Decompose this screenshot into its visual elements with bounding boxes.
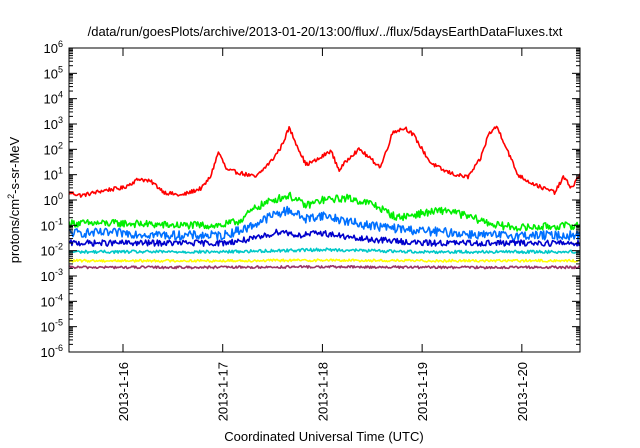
axes-layer: 10-610-510-410-310-210-11001011021031041… <box>41 39 580 421</box>
series-line <box>69 228 580 247</box>
y-tick-label-base: 10 <box>41 244 55 259</box>
series-line <box>69 205 580 241</box>
x-tick-label: 2013-1-20 <box>515 362 530 421</box>
y-tick-label-exp: 3 <box>58 115 63 125</box>
y-tick-label-exp: 1 <box>58 166 63 176</box>
y-tick-label: 104 <box>44 90 63 107</box>
x-tick-label: 2013-1-19 <box>415 362 430 421</box>
y-tick-label-exp: -5 <box>55 318 63 328</box>
y-axis-label-superscript: 2 <box>6 194 16 199</box>
y-tick-label-base: 10 <box>41 294 55 309</box>
y-tick-label: 105 <box>44 64 63 81</box>
y-tick-label-exp: -4 <box>55 292 63 302</box>
y-tick-label-base: 10 <box>44 168 58 183</box>
y-tick-label-exp: -2 <box>55 242 63 252</box>
series-line <box>69 264 580 270</box>
x-tick-label: 2013-1-17 <box>216 362 231 421</box>
y-tick-label: 100 <box>44 191 63 208</box>
y-tick-label: 10-4 <box>41 292 63 309</box>
chart-title: /data/run/goesPlots/archive/2013-01-20/1… <box>88 24 563 39</box>
series-line <box>69 258 580 263</box>
series-line <box>69 191 580 232</box>
y-tick-label-exp: 5 <box>58 64 63 74</box>
y-tick-label-base: 10 <box>44 193 58 208</box>
y-tick-label: 10-2 <box>41 242 63 259</box>
y-tick-label-base: 10 <box>44 92 58 107</box>
y-tick-label-exp: 2 <box>58 140 63 150</box>
y-tick-label: 106 <box>44 39 63 56</box>
y-tick-label-base: 10 <box>44 66 58 81</box>
y-tick-label-base: 10 <box>44 41 58 56</box>
y-tick-label-exp: 0 <box>58 191 63 201</box>
y-axis-label-text: -s-sr-MeV <box>7 136 22 193</box>
y-tick-label-exp: -3 <box>55 267 63 277</box>
y-axis-label: protons/cm2-s-sr-MeV <box>6 136 22 263</box>
y-tick-label-base: 10 <box>41 269 55 284</box>
x-tick-label: 2013-1-18 <box>315 362 330 421</box>
y-tick-label: 10-6 <box>41 343 63 360</box>
y-tick-label: 101 <box>44 166 63 183</box>
y-tick-label-exp: 4 <box>58 90 63 100</box>
y-tick-label-exp: 6 <box>58 39 63 49</box>
y-tick-label: 102 <box>44 140 63 157</box>
y-tick-label-base: 10 <box>44 142 58 157</box>
y-tick-label: 10-1 <box>41 216 63 233</box>
series-line <box>69 247 580 255</box>
y-tick-label: 103 <box>44 115 63 132</box>
x-tick-label: 2013-1-16 <box>116 362 131 421</box>
y-tick-label-base: 10 <box>41 320 55 335</box>
y-tick-label-base: 10 <box>44 117 58 132</box>
x-axis-label: Coordinated Universal Time (UTC) <box>224 429 423 444</box>
y-tick-label-exp: -1 <box>55 216 63 226</box>
y-tick-label-base: 10 <box>41 218 55 233</box>
y-axis-label-text: protons/cm <box>7 199 22 263</box>
y-tick-label-exp: -6 <box>55 343 63 353</box>
y-tick-label: 10-3 <box>41 267 63 284</box>
y-tick-label: 10-5 <box>41 318 63 335</box>
series-line <box>69 125 580 198</box>
series-layer <box>69 125 580 270</box>
y-tick-label-base: 10 <box>41 345 55 360</box>
